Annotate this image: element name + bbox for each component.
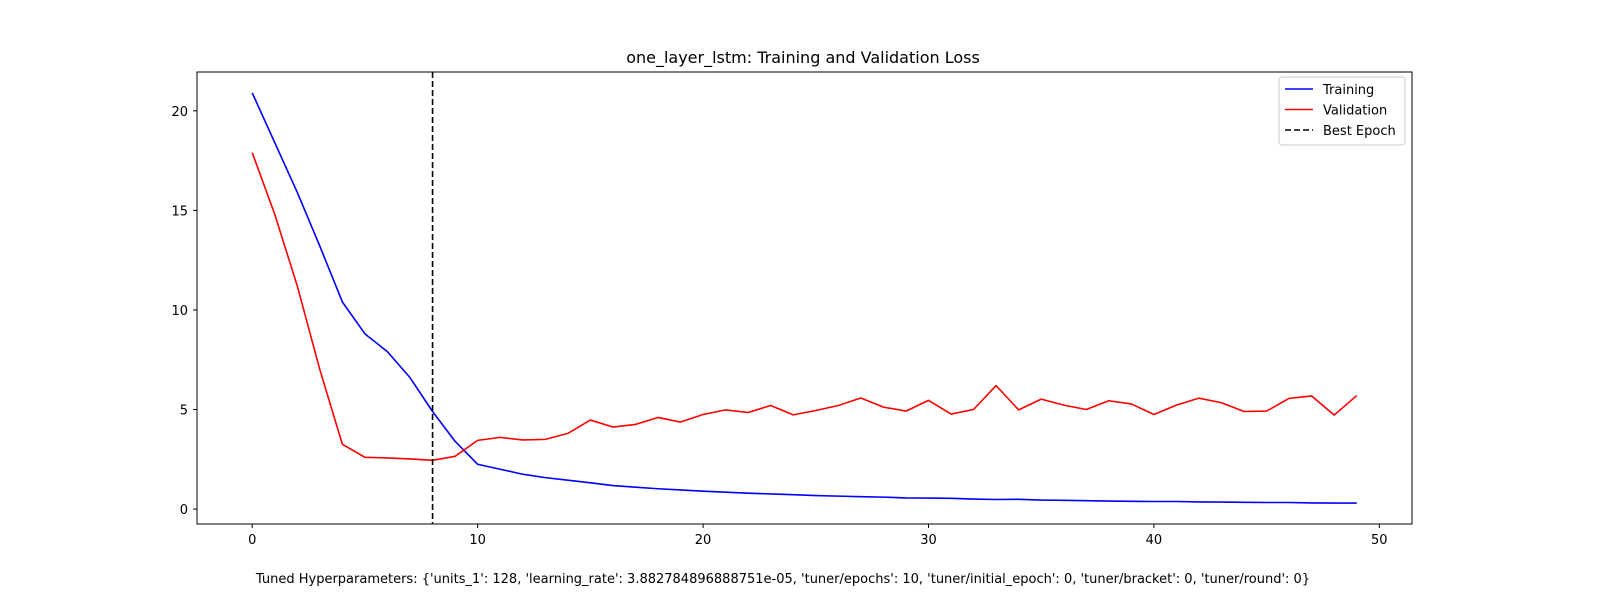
- y-tick-label: 15: [171, 204, 188, 219]
- chart-title: one_layer_lstm: Training and Validation …: [626, 48, 980, 68]
- y-tick-label: 10: [171, 304, 188, 319]
- plot-frame: [196, 71, 1413, 525]
- legend-label-validation: Validation: [1323, 104, 1387, 119]
- legend-label-best-epoch: Best Epoch: [1323, 124, 1396, 139]
- hyperparameters-caption: Tuned Hyperparameters: {'units_1': 128, …: [255, 572, 1310, 587]
- x-tick-label: 10: [469, 533, 486, 548]
- plot-area: 0 10 20 30 40 50 0 5 10 15 20 Training Validation Bes…: [171, 71, 1413, 548]
- legend-box: [1278, 76, 1406, 146]
- y-tick-label: 0: [180, 503, 188, 518]
- series-line-training: [251, 92, 1357, 504]
- series-line-validation: [251, 152, 1358, 462]
- x-tick-label: 20: [695, 533, 712, 548]
- x-tick-label: 30: [920, 533, 937, 548]
- legend-label-training: Training: [1322, 83, 1374, 98]
- y-tick-label: 5: [180, 404, 188, 419]
- x-tick-label: 50: [1371, 533, 1388, 548]
- x-tick-label: 40: [1146, 533, 1163, 548]
- y-tick-label: 20: [171, 105, 188, 120]
- x-tick-label: 0: [248, 533, 256, 548]
